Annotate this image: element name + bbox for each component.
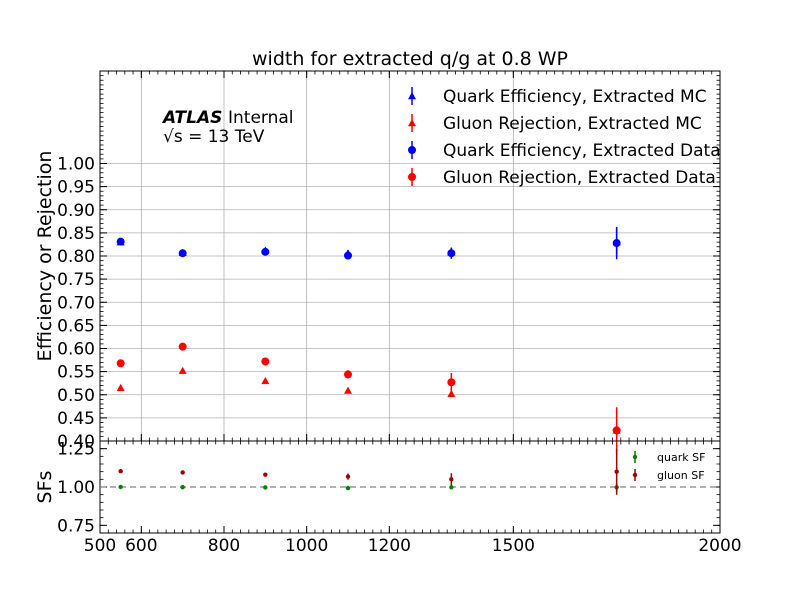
main-y-tick-label: 0.45 <box>57 409 95 429</box>
gluon-sf-point <box>614 469 619 474</box>
legend-marker <box>408 119 416 127</box>
quark-efficiency-extracted-data-point <box>116 237 125 246</box>
x-tick-label: 500 <box>84 536 116 556</box>
gluon-sf-point <box>118 469 123 474</box>
gluon-sf-point <box>263 472 268 477</box>
main-y-tick-label: 0.65 <box>57 316 95 336</box>
quark-sf-point <box>180 484 185 490</box>
legend-label: Quark Efficiency, Extracted MC <box>443 87 707 107</box>
gluon-sf-point <box>449 477 454 482</box>
gluon-sf-point <box>345 474 351 479</box>
gluon-rejection-extracted-data-point <box>344 370 352 379</box>
x-tick-label: 1500 <box>492 536 535 556</box>
ratio-y-axis-label: SFs <box>34 471 56 504</box>
atlas-status-label: Internal <box>228 108 294 128</box>
x-tick-label: 800 <box>208 536 240 556</box>
ratio-y-tick-label: 1.00 <box>57 478 95 498</box>
gluon-rejection-extracted-mc-point <box>116 383 125 392</box>
quark-sf-point <box>263 485 268 490</box>
ratio-legend-label: gluon SF <box>657 469 705 482</box>
atlas-label: ATLAS <box>161 108 222 128</box>
main-legend: Quark Efficiency, Extracted MC Gluon Reje… <box>408 87 721 188</box>
x-tick-label: 2000 <box>698 536 741 556</box>
legend-label: Gluon Rejection, Extracted MC <box>443 114 702 134</box>
main-y-tick-label: 0.70 <box>57 293 95 313</box>
ratio-panel: 0.75 1.00 1.25 500 600 800 1000 1200 1500 2000 <box>57 71 742 556</box>
gluon-rejection-extracted-data-point <box>612 426 621 435</box>
gluon-rejection-extracted-mc-point <box>261 376 270 385</box>
ratio-legend: quark SF gluon SF <box>632 451 705 482</box>
main-y-tick-label: 0.55 <box>57 363 95 383</box>
main-y-tick-label: 0.80 <box>57 247 95 267</box>
legend-marker <box>408 92 416 100</box>
ratio-y-tick-label: 0.75 <box>57 516 95 536</box>
x-tick-label: 600 <box>125 536 157 556</box>
legend-marker <box>408 173 416 181</box>
gluon-rejection-extracted-mc-point <box>344 386 352 394</box>
quark-efficiency-extracted-data-point <box>612 239 621 248</box>
x-ticks: 500 600 800 1000 1200 1500 2000 <box>84 71 742 556</box>
main-y-tick-label: 0.95 <box>57 178 95 198</box>
main-y-ticks: 0.40 0.45 0.50 0.55 0.60 0.65 0.70 0.75 0.80 0.85… <box>57 70 720 452</box>
ratio-data-points <box>118 448 619 495</box>
quark-efficiency-extracted-data-point <box>344 251 352 260</box>
legend-label: Quark Efficiency, Extracted Data <box>443 141 721 161</box>
gluon-rejection-extracted-data-point <box>178 342 187 351</box>
quark-sf-point <box>345 485 351 491</box>
main-y-tick-label: 0.40 <box>57 432 95 452</box>
legend-label: Gluon Rejection, Extracted Data <box>443 168 716 188</box>
quark-sf-point <box>449 485 454 490</box>
gluon-rejection-extracted-data-point <box>447 378 456 387</box>
gluon-rejection-extracted-data-point <box>116 359 125 368</box>
quark-efficiency-extracted-data-point <box>261 247 270 256</box>
energy-label: √s = 13 TeV <box>163 127 265 147</box>
quark-efficiency-extracted-data-point <box>178 249 187 258</box>
gluon-rejection-extracted-data-point <box>261 357 270 366</box>
gluon-sf-point <box>180 470 185 475</box>
main-y-tick-label: 0.90 <box>57 201 95 221</box>
main-y-tick-label: 1.00 <box>57 155 95 175</box>
main-data-points <box>116 226 621 454</box>
ratio-y-ticks: 0.75 1.00 1.25 <box>57 440 720 536</box>
main-y-tick-label: 0.60 <box>57 340 95 360</box>
gluon-rejection-extracted-mc-point <box>447 389 456 398</box>
x-tick-label: 1000 <box>285 536 328 556</box>
ratio-legend-marker <box>632 472 638 478</box>
gluon-rejection-extracted-mc-point <box>178 366 187 374</box>
main-panel: 0.40 0.45 0.50 0.55 0.60 0.65 0.70 0.75 0.80 0.85… <box>57 70 721 454</box>
main-y-tick-label: 0.85 <box>57 224 95 244</box>
main-y-tick-label: 0.50 <box>57 386 95 406</box>
main-y-axis-label: Efficiency or Rejection <box>34 151 56 362</box>
chart-title: width for extracted q/g at 0.8 WP <box>252 48 568 70</box>
ratio-legend-marker <box>632 454 638 460</box>
ratio-y-tick-label: 1.25 <box>57 440 95 460</box>
legend-marker <box>408 146 416 154</box>
quark-sf-point <box>118 484 123 490</box>
ratio-legend-label: quark SF <box>657 451 705 464</box>
main-y-tick-label: 0.75 <box>57 270 95 290</box>
x-tick-label: 1200 <box>368 536 411 556</box>
quark-efficiency-extracted-data-point <box>447 249 456 258</box>
